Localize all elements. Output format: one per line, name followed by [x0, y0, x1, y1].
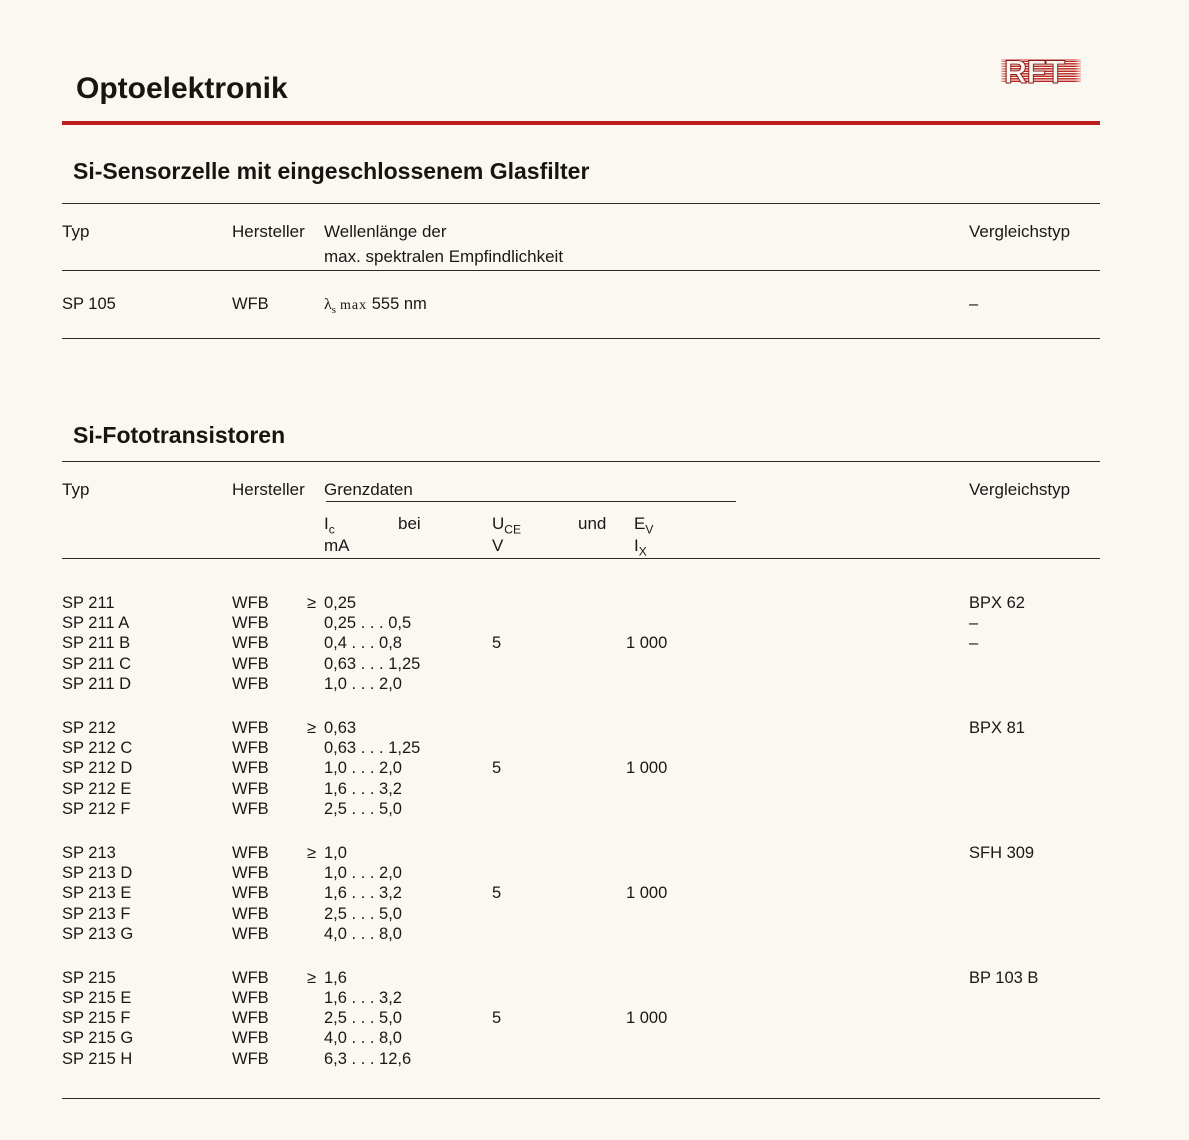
svg-text:RFT: RFT [1004, 54, 1066, 90]
